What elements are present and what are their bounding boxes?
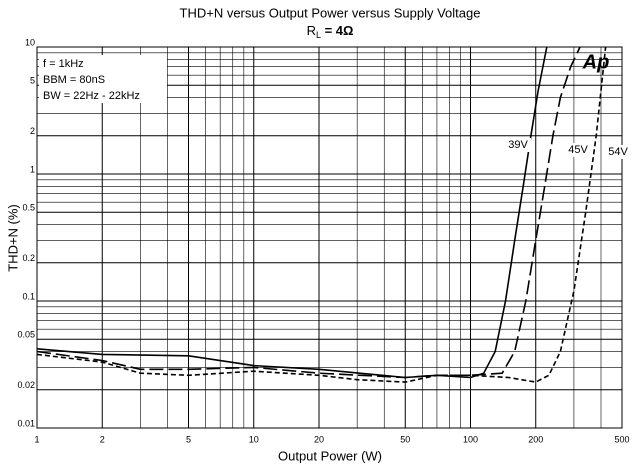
chart-title: THD+N versus Output Power versus Supply … [180, 5, 481, 20]
series-label-bg [505, 138, 531, 152]
y-tick-label: 0.5 [22, 203, 35, 213]
x-tick-label: 50 [400, 434, 410, 444]
logo: Ap [582, 51, 610, 73]
y-tick-label: 1 [30, 164, 35, 174]
chart-subtitle: RL = 4Ω [307, 23, 354, 40]
x-tick-label: 5 [186, 434, 191, 444]
y-tick-label: 5 [30, 76, 35, 86]
y-tick-label: 10 [25, 37, 35, 47]
note: f = 1kHz [43, 58, 84, 70]
series-line [36, 46, 607, 383]
y-tick-label: 0.1 [22, 291, 35, 301]
plot-frame [36, 46, 623, 429]
x-tick-label: 10 [249, 434, 259, 444]
series-label: 39V [508, 139, 528, 151]
x-tick-label: 200 [528, 434, 543, 444]
x-tick-label: 1 [34, 434, 39, 444]
series-line [36, 46, 581, 379]
y-tick-label: 0.01 [17, 418, 35, 428]
subtitle-part: L [316, 30, 321, 40]
series-label: 45V [568, 144, 588, 156]
x-tick-label: 20 [314, 434, 324, 444]
notes-box [39, 55, 167, 103]
note: BW = 22Hz - 22kHz [43, 90, 140, 102]
series-label: 54V [608, 146, 628, 158]
series-label-bg [565, 143, 591, 157]
series-label-bg [605, 145, 631, 159]
y-tick-label: 0.2 [22, 253, 35, 263]
subtitle-part: = 4Ω [321, 23, 353, 38]
subtitle-part: R [307, 23, 316, 38]
x-axis-label: Output Power (W) [278, 448, 382, 463]
x-tick-label: 2 [100, 434, 105, 444]
y-axis-label: THD+N (%) [5, 204, 20, 272]
x-tick-label: 500 [614, 434, 629, 444]
y-tick-label: 0.02 [17, 380, 35, 390]
y-tick-label: 0.05 [17, 330, 35, 340]
note: BBM = 80nS [43, 74, 105, 86]
x-tick-label: 100 [463, 434, 478, 444]
y-tick-label: 2 [30, 126, 35, 136]
